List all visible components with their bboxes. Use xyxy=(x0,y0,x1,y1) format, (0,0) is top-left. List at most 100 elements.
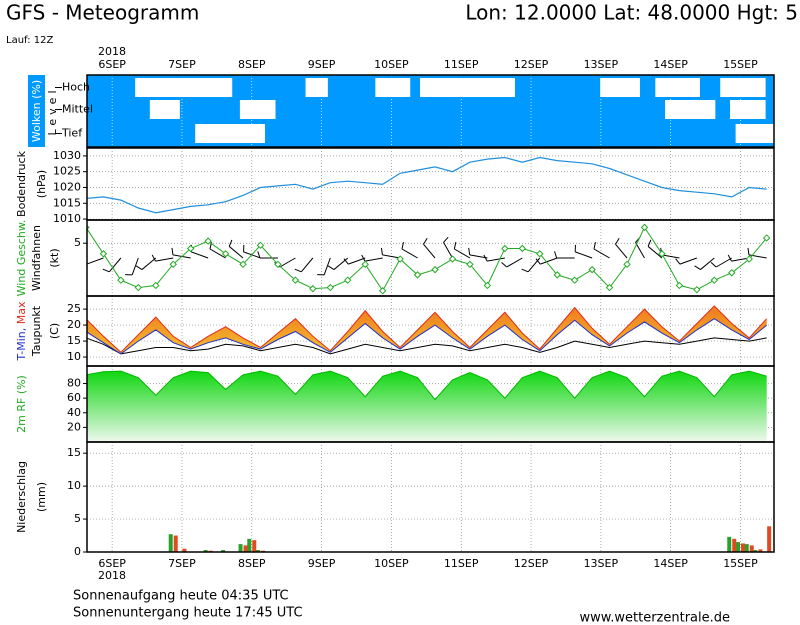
wind-speed-point xyxy=(501,244,509,253)
series-line xyxy=(87,337,767,355)
wind-barb-feather xyxy=(294,268,302,273)
wind-barb-feather xyxy=(483,254,488,262)
panel-frame xyxy=(86,74,775,148)
wind-speed-point xyxy=(570,276,579,284)
wind-speed-point xyxy=(623,260,631,269)
wind-barb-feather xyxy=(401,242,404,250)
series-line xyxy=(87,318,768,355)
x-tick-label: 6SEP xyxy=(98,58,126,71)
wind-speed-point xyxy=(553,271,561,279)
wind-barb-feather xyxy=(468,247,471,255)
precip-bar xyxy=(740,543,745,552)
wind-speed-point xyxy=(745,255,753,263)
wind-speed-point xyxy=(396,255,404,263)
wind-speed-point xyxy=(99,250,108,258)
x-tick-label: 14SEP xyxy=(653,58,688,71)
run: Lauf: 12Z xyxy=(6,35,53,46)
cloud-patch xyxy=(655,78,700,97)
x-tick-label: 12SEP xyxy=(514,58,549,71)
cloud-patch xyxy=(305,78,328,97)
x-tick-label: 14SEP xyxy=(653,557,688,570)
x-tick-label: 11SEP xyxy=(444,58,479,71)
wind-speed-point xyxy=(274,260,282,269)
precip-bar xyxy=(758,549,763,552)
wind-speed-point xyxy=(483,281,492,290)
wind-speed-point xyxy=(361,260,369,269)
y-label: Level xyxy=(46,86,59,135)
x-tick-label: 8SEP xyxy=(238,58,266,71)
series-line xyxy=(87,305,768,353)
precip-bar xyxy=(744,544,749,552)
x-tick-label: 13SEP xyxy=(584,58,619,71)
year-bottom: 2018 xyxy=(98,569,126,582)
level-label: Mittel xyxy=(62,103,93,116)
y-tick-label: 5 xyxy=(74,512,81,525)
precip-bar xyxy=(173,535,178,552)
wind-barb xyxy=(679,257,698,265)
wind-speed-point xyxy=(762,234,771,242)
wind-barb xyxy=(575,251,593,259)
wind-barb xyxy=(209,248,226,259)
cloud-patch xyxy=(375,78,411,97)
x-tick-label: 7SEP xyxy=(168,557,196,570)
wind-speed-point xyxy=(693,285,701,294)
wind-barb-feather xyxy=(380,247,383,255)
source: www.wetterzentrale.de xyxy=(580,611,730,625)
cloud-patch xyxy=(135,78,233,97)
precip-bar xyxy=(255,550,260,552)
y-tick-label: 1010 xyxy=(53,212,81,225)
x-tick-label: 10SEP xyxy=(374,557,409,570)
cloud-patch xyxy=(195,124,266,143)
wind-speed-point xyxy=(186,244,195,253)
y-tick-label: 15 xyxy=(67,446,81,459)
wind-barb-feather xyxy=(727,254,732,262)
wind-barb-feather xyxy=(554,251,558,259)
wind-speed-point xyxy=(675,281,684,290)
wind-barb xyxy=(300,257,314,273)
year-top: 2018 xyxy=(98,45,126,58)
y-tick-label: 1020 xyxy=(53,180,81,193)
y-tick-label: 0 xyxy=(74,545,81,558)
precip-bar xyxy=(182,548,187,552)
series-line xyxy=(87,226,768,292)
level-label: Hoch xyxy=(62,81,90,94)
y-label-part: Max xyxy=(15,301,28,324)
panel-cloud xyxy=(135,78,774,143)
panel-bar xyxy=(168,526,772,552)
precip-bar xyxy=(203,550,208,552)
panel-background xyxy=(87,296,774,366)
y-tick-label: 10 xyxy=(67,479,81,492)
wind-barb xyxy=(661,254,680,259)
wind-barb-feather xyxy=(102,268,110,273)
y-unit: (kt) xyxy=(48,248,61,267)
panel-wind xyxy=(87,223,771,295)
wind-barb-feather xyxy=(171,247,174,255)
y-tick-label: 20 xyxy=(67,420,81,433)
level-label: Tief xyxy=(61,127,83,140)
y-tick-label: 1025 xyxy=(53,165,81,178)
x-tick-label: 6SEP xyxy=(98,557,126,570)
x-tick-label: 8SEP xyxy=(238,557,266,570)
wind-speed-point xyxy=(536,250,544,258)
panel-area xyxy=(87,370,767,442)
cloud-patch xyxy=(730,100,766,119)
wind-speed-point xyxy=(256,241,265,250)
wind-barb-feather xyxy=(615,238,620,245)
wind-barb xyxy=(131,257,139,276)
series-line xyxy=(87,156,767,214)
wind-barb xyxy=(443,242,453,259)
panel-content xyxy=(87,78,774,552)
wind-speed-point xyxy=(640,223,649,232)
wind-speed-point xyxy=(413,271,422,279)
precip-bar xyxy=(221,550,226,552)
y-label: Niederschlag xyxy=(15,461,28,533)
wind-barb-feather xyxy=(710,261,717,268)
precip-bar xyxy=(168,534,173,552)
y-unit: (C) xyxy=(48,323,61,339)
wind-barb xyxy=(700,257,715,270)
wind-barb-feather xyxy=(257,251,261,259)
x-tick-label: 7SEP xyxy=(168,58,196,71)
wind-barb xyxy=(382,254,401,259)
wind-speed-point xyxy=(169,260,177,269)
